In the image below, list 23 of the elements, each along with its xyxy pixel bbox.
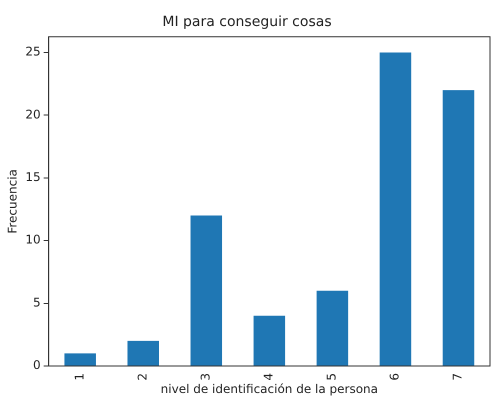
- bar: [64, 353, 96, 366]
- bar: [127, 340, 159, 366]
- x-axis-title: nivel de identificación de la persona: [160, 382, 378, 396]
- y-tick-label: 0: [33, 358, 41, 372]
- y-tick-label: 10: [25, 232, 41, 247]
- bar: [316, 290, 348, 366]
- bar: [380, 52, 412, 366]
- y-tick-label: 25: [25, 44, 41, 59]
- bar: [254, 316, 286, 366]
- y-axis-title: Frecuencia: [5, 169, 20, 234]
- x-tick-label: 7: [450, 372, 465, 381]
- x-tick-label: 4: [261, 372, 276, 381]
- y-tick-label: 15: [25, 170, 41, 184]
- x-tick-label: 1: [72, 372, 86, 381]
- bar: [442, 90, 474, 366]
- x-tick-label: 5: [324, 372, 339, 381]
- x-tick-label: 3: [198, 372, 212, 381]
- bar: [190, 215, 222, 366]
- x-tick-label: 6: [388, 372, 402, 381]
- x-tick-label: 2: [135, 372, 150, 381]
- y-tick-label: 20: [25, 107, 41, 122]
- chart-title: MI para conseguir cosas: [162, 14, 332, 30]
- y-tick-label: 5: [33, 295, 41, 310]
